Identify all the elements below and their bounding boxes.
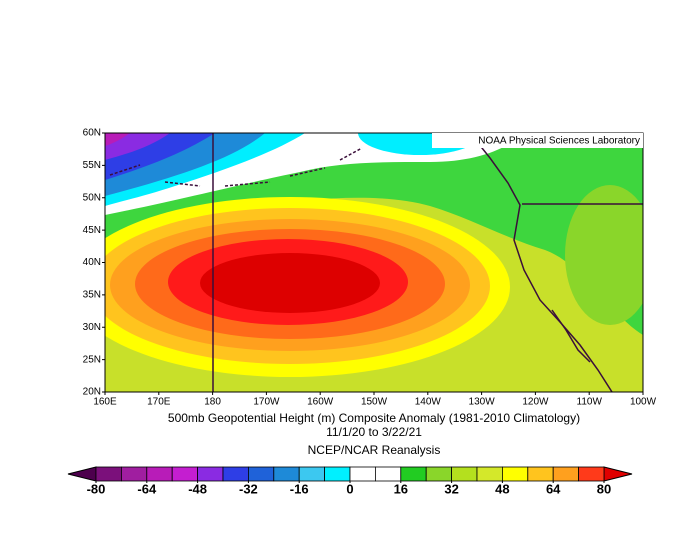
caption-title: 500mb Geopotential Height (m) Composite … — [168, 411, 580, 425]
lat-label: 45N — [83, 225, 101, 236]
lat-label: 60N — [83, 128, 101, 139]
colorbar-box — [298, 466, 326, 482]
lon-label: 160E — [93, 397, 117, 408]
colorbar-box — [501, 466, 529, 482]
colorbar-box — [349, 466, 376, 482]
colorbar-box — [552, 466, 580, 482]
colorbar-box — [374, 466, 402, 482]
colorbar-label: 32 — [444, 481, 458, 496]
lon-label: 170W — [253, 397, 280, 408]
colorbar-label: 0 — [346, 481, 353, 496]
lat-label: 50N — [83, 192, 101, 203]
lat-label: 25N — [83, 354, 101, 365]
caption-dates: 11/1/20 to 3/22/21 — [326, 425, 422, 439]
caption-source: NCEP/NCAR Reanalysis — [308, 443, 441, 457]
lon-label: 180 — [204, 397, 221, 408]
lon-labels: 160E 170E 180 170W 160W 150W 140W 130W 120W 110W 1… — [93, 392, 657, 408]
lat-label: 20N — [83, 387, 101, 398]
colorbar-box — [197, 466, 224, 482]
colorbar-label: -32 — [239, 481, 258, 496]
colorbar-box — [273, 466, 300, 482]
colorbar-box — [324, 466, 351, 482]
lon-label: 120W — [522, 397, 549, 408]
lat-labels: 60N 55N 50N 45N 40N 35N 30N 25N 20N — [83, 128, 105, 398]
colorbar-label: -64 — [137, 481, 157, 496]
lat-label: 40N — [83, 257, 101, 268]
colorbar-box — [425, 466, 453, 482]
colorbar-label: -16 — [290, 481, 309, 496]
lon-label: 160W — [307, 397, 334, 408]
colorbar-label: 64 — [546, 481, 561, 496]
colorbar-label: 48 — [495, 481, 509, 496]
lon-label: 130W — [469, 397, 496, 408]
lat-label: 55N — [83, 160, 101, 171]
colorbar-box — [476, 466, 503, 482]
colorbar-label: -80 — [87, 481, 106, 496]
lon-label: 110W — [577, 397, 603, 408]
colorbar-box — [247, 466, 275, 482]
credit: NOAA Physical Sciences Laboratory — [478, 136, 640, 147]
colorbar-under — [67, 466, 97, 482]
colorbar-label: 80 — [597, 481, 611, 496]
lon-label: 100W — [630, 397, 657, 408]
colorbar-box — [95, 466, 122, 482]
colorbar-box — [146, 466, 173, 482]
colorbar-over — [603, 466, 633, 482]
colorbar-box — [222, 466, 249, 482]
anomaly-field — [105, 133, 643, 392]
colorbar-box — [451, 466, 478, 482]
colorbar-label: 16 — [394, 481, 408, 496]
colorbar-box — [121, 466, 148, 482]
colorbar-box — [527, 466, 554, 482]
lat-label: 35N — [83, 290, 101, 301]
lon-label: 140W — [415, 397, 442, 408]
colorbar-box — [171, 466, 198, 482]
colorbar-box — [400, 466, 427, 482]
lat-label: 30N — [83, 322, 101, 333]
colorbar: -80 -64 -48 -32 -16 0 16 32 48 64 80 — [67, 466, 633, 496]
credit-box — [432, 133, 643, 148]
colorbar-box — [578, 466, 605, 482]
lon-label: 170E — [147, 397, 171, 408]
lon-label: 150W — [361, 397, 388, 408]
colorbar-label: -48 — [188, 481, 207, 496]
